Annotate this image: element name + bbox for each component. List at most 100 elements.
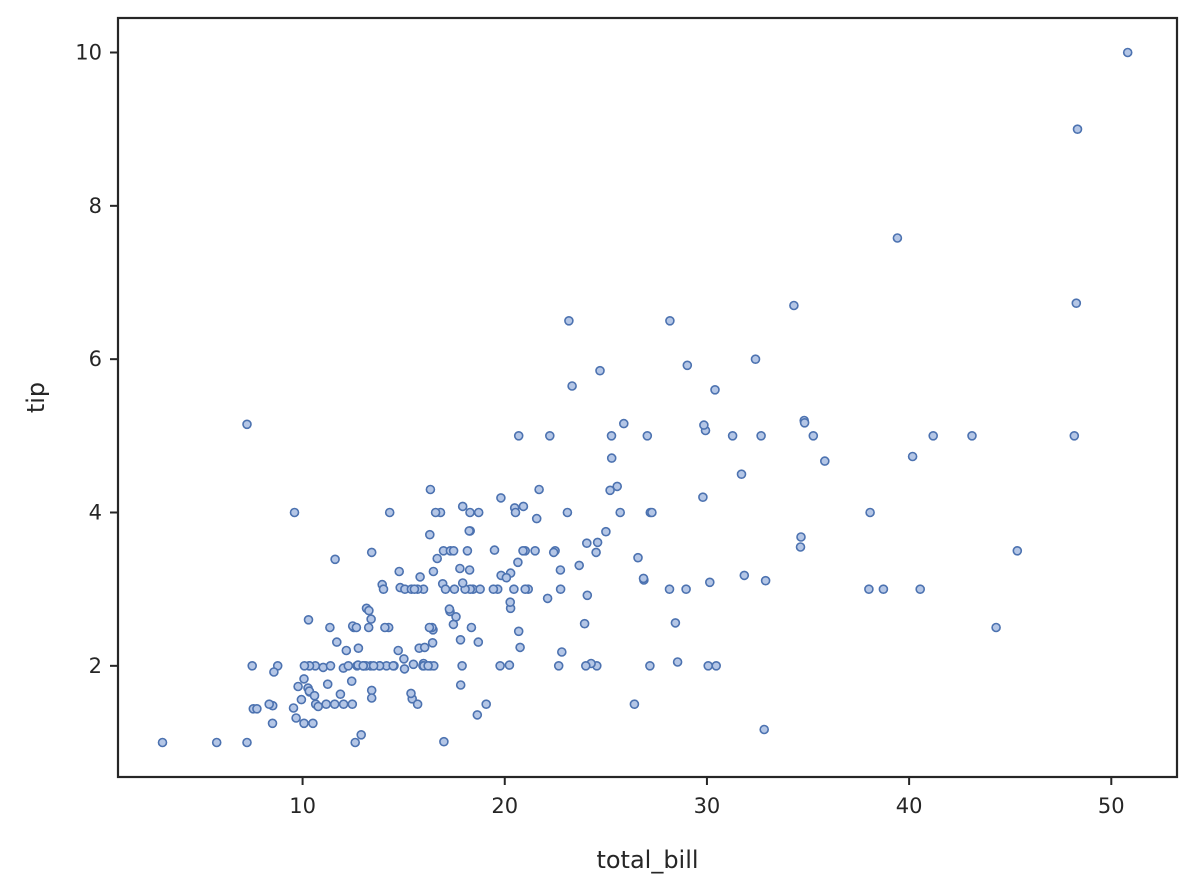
- data-point: [629, 699, 640, 710]
- data-point: [615, 507, 626, 518]
- data-point: [750, 354, 761, 365]
- data-point: [513, 557, 523, 568]
- y-tick-label: 6: [89, 347, 102, 371]
- data-point: [601, 526, 611, 537]
- data-point: [553, 660, 564, 671]
- data-point: [509, 584, 519, 595]
- data-point: [335, 689, 346, 700]
- data-point: [760, 575, 771, 586]
- data-point: [795, 542, 806, 552]
- data-point: [409, 584, 420, 595]
- data-point: [510, 507, 521, 518]
- data-point: [489, 545, 500, 555]
- data-point: [321, 699, 332, 710]
- data-point: [291, 713, 301, 723]
- data-point: [665, 315, 675, 326]
- data-point: [542, 593, 553, 604]
- data-point: [567, 381, 577, 391]
- x-axis-ticks: 10 20 30 40 50: [289, 777, 1125, 818]
- data-point: [1072, 124, 1083, 134]
- data-point: [595, 365, 605, 376]
- data-point: [439, 736, 449, 747]
- data-point: [681, 584, 691, 595]
- data-point: [645, 660, 655, 671]
- data-point: [353, 643, 364, 654]
- data-point: [581, 538, 592, 549]
- data-point: [428, 566, 439, 577]
- data-point: [366, 547, 377, 558]
- data-point: [1071, 298, 1082, 309]
- data-point: [384, 507, 395, 518]
- data-point: [331, 637, 342, 647]
- data-point: [309, 690, 320, 701]
- data-point: [704, 577, 715, 588]
- data-point: [363, 622, 374, 633]
- data-point: [466, 622, 477, 633]
- data-point: [455, 680, 466, 690]
- data-point: [288, 703, 299, 713]
- data-point: [419, 642, 430, 653]
- data-point: [366, 614, 376, 624]
- data-point: [606, 453, 617, 463]
- data-point: [356, 729, 367, 740]
- data-point: [308, 718, 318, 729]
- y-axis-label: tip: [22, 382, 50, 413]
- data-point: [448, 619, 459, 630]
- data-point: [642, 430, 653, 441]
- plot-frame: [116, 16, 1179, 779]
- data-point: [534, 484, 544, 495]
- data-point: [892, 233, 903, 243]
- data-point: [157, 737, 168, 748]
- data-point: [425, 484, 436, 495]
- data-point: [513, 626, 524, 637]
- x-tick-label: 30: [694, 794, 721, 818]
- data-point: [582, 590, 593, 601]
- data-point: [299, 718, 309, 729]
- data-point: [267, 718, 278, 729]
- data-point: [448, 545, 459, 556]
- data-point: [605, 485, 615, 496]
- data-point: [682, 360, 693, 371]
- y-tick-label: 2: [89, 654, 102, 678]
- data-point: [496, 493, 506, 503]
- y-tick-label: 10: [75, 41, 102, 65]
- data-point: [878, 584, 889, 595]
- data-point: [424, 529, 435, 540]
- data-point: [544, 430, 555, 441]
- data-point: [432, 553, 443, 564]
- data-point: [819, 456, 830, 466]
- data-point: [427, 637, 438, 648]
- data-point: [548, 547, 559, 558]
- data-point: [504, 660, 515, 670]
- data-point: [618, 418, 629, 429]
- data-point: [299, 674, 309, 684]
- data-point: [430, 507, 441, 518]
- data-point: [664, 584, 675, 595]
- data-point: [247, 660, 257, 671]
- data-point: [555, 584, 566, 595]
- data-point: [864, 584, 874, 595]
- data-point: [991, 622, 1001, 633]
- data-point: [440, 584, 451, 595]
- data-point: [449, 584, 460, 595]
- data-point: [555, 565, 566, 575]
- x-axis-label: total_bill: [596, 846, 698, 874]
- data-point: [518, 545, 528, 556]
- data-point: [592, 537, 603, 548]
- data-point: [424, 622, 435, 633]
- data-point: [252, 703, 262, 714]
- data-point: [612, 481, 623, 492]
- data-point: [415, 572, 425, 582]
- y-tick-label: 8: [89, 194, 102, 218]
- data-point: [711, 660, 722, 671]
- data-point: [451, 611, 461, 622]
- data-point: [739, 570, 750, 581]
- data-point: [408, 659, 419, 670]
- data-point: [495, 660, 505, 671]
- data-point: [289, 507, 300, 518]
- data-point: [1122, 47, 1133, 58]
- y-axis-ticks: 2 4 6 8 10: [75, 41, 118, 678]
- data-point: [242, 419, 252, 430]
